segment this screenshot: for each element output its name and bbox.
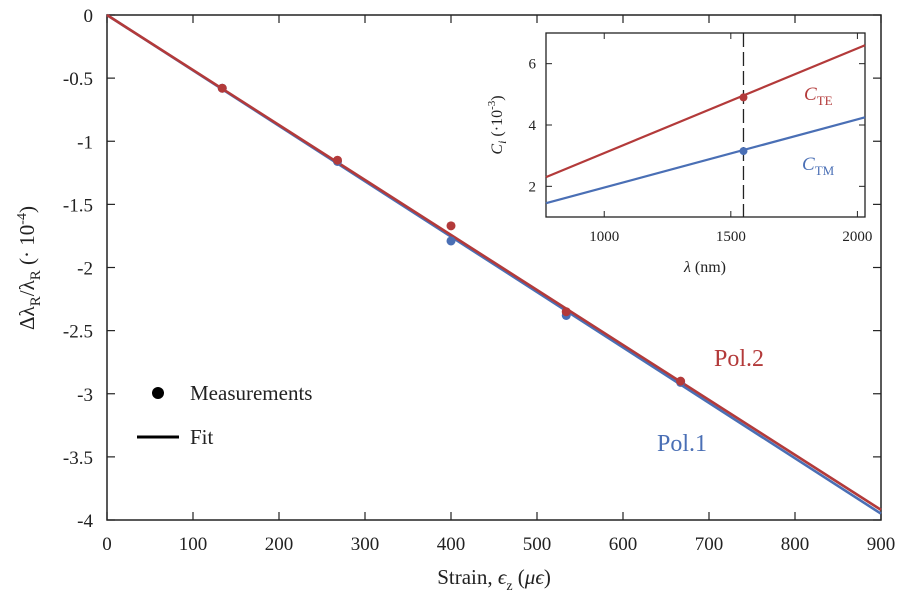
inset-line-ctm <box>545 116 866 205</box>
main-y-tick-label-4: -2 <box>77 259 93 280</box>
inset-y-tick-label-1: 4 <box>529 118 537 134</box>
main-y-tick-label-7: -3.5 <box>63 448 93 469</box>
point-pol-2-0 <box>217 83 227 93</box>
series-label-pol1: Pol.1 <box>657 431 707 457</box>
main-y-tick-label-1: -0.5 <box>63 69 93 90</box>
main-y-tick-label-0: 0 <box>84 6 94 27</box>
point-pol-2-1 <box>332 155 342 165</box>
inset-background <box>545 32 866 218</box>
legend-fit-label: Fit <box>190 425 214 449</box>
legend-measurements-marker <box>152 387 164 399</box>
inset-lines <box>545 44 866 205</box>
point-pol-2-4 <box>676 376 686 386</box>
inset-points <box>739 93 748 156</box>
series-label-pol2: Pol.2 <box>714 346 764 372</box>
inset-label-cte: CTE <box>804 84 833 108</box>
main-x-tick-label-9: 900 <box>867 534 896 555</box>
point-pol-2-3 <box>561 307 571 317</box>
legend: Measurements Fit <box>137 381 312 449</box>
point-pol-1-2 <box>446 236 456 246</box>
inset-x-tick-label-2: 2000 <box>842 229 872 245</box>
legend-measurements-label: Measurements <box>190 381 312 405</box>
main-x-tick-label-0: 0 <box>102 534 112 555</box>
main-fit-lines <box>106 13 882 515</box>
main-y-tick-label-3: -1.5 <box>63 195 93 216</box>
main-x-tick-label-4: 400 <box>437 534 466 555</box>
inset-x-tick-label-0: 1000 <box>589 229 619 245</box>
inset-point-cte <box>739 93 748 102</box>
point-pol-2-2 <box>446 221 456 231</box>
main-y-tick-label-2: -1 <box>77 132 93 153</box>
inset-y-tick-label-0: 2 <box>529 179 537 195</box>
inset-x-tick-label-1: 1500 <box>716 229 746 245</box>
main-y-tick-label-6: -3 <box>77 385 93 406</box>
inset-x-axis-title: λ (nm) <box>683 259 726 276</box>
inset-y-ticks: 2 4 6 <box>529 57 865 195</box>
main-x-tick-label-3: 300 <box>351 534 380 555</box>
main-y-tick-label-8: -4 <box>77 511 93 532</box>
main-x-axis-title: Strain, ϵz (μϵ) <box>437 565 551 594</box>
main-y-ticks: 0 -0.5 -1 -1.5 -2 -2.5 -3 -3.5 -4 <box>63 6 881 532</box>
inset-point-ctm <box>739 147 748 156</box>
main-y-tick-label-5: -2.5 <box>63 322 93 343</box>
main-measurement-points <box>217 83 686 387</box>
inset-y-axis-title: Ci (·10-3) <box>486 95 509 154</box>
inset-line-cte <box>545 44 866 179</box>
main-y-axis-title: ΔλR/λR (· 10-4) <box>15 206 44 330</box>
main-x-tick-label-7: 700 <box>695 534 724 555</box>
inset-chart: 1000 1500 2000 2 4 6 λ (nm) Ci (·10-3) CTE C… <box>486 32 872 276</box>
inset-y-tick-label-2: 6 <box>529 57 537 73</box>
fit-line-pol-2 <box>106 13 882 511</box>
inset-label-ctm: CTM <box>802 154 835 178</box>
main-x-tick-label-5: 500 <box>523 534 552 555</box>
main-x-tick-label-8: 800 <box>781 534 810 555</box>
main-x-tick-label-1: 100 <box>179 534 208 555</box>
inset-x-ticks: 1000 1500 2000 <box>589 33 872 245</box>
main-x-tick-label-6: 600 <box>609 534 638 555</box>
main-x-tick-label-2: 200 <box>265 534 294 555</box>
main-x-ticks: 0 100 200 300 400 500 600 700 800 900 <box>102 15 895 555</box>
